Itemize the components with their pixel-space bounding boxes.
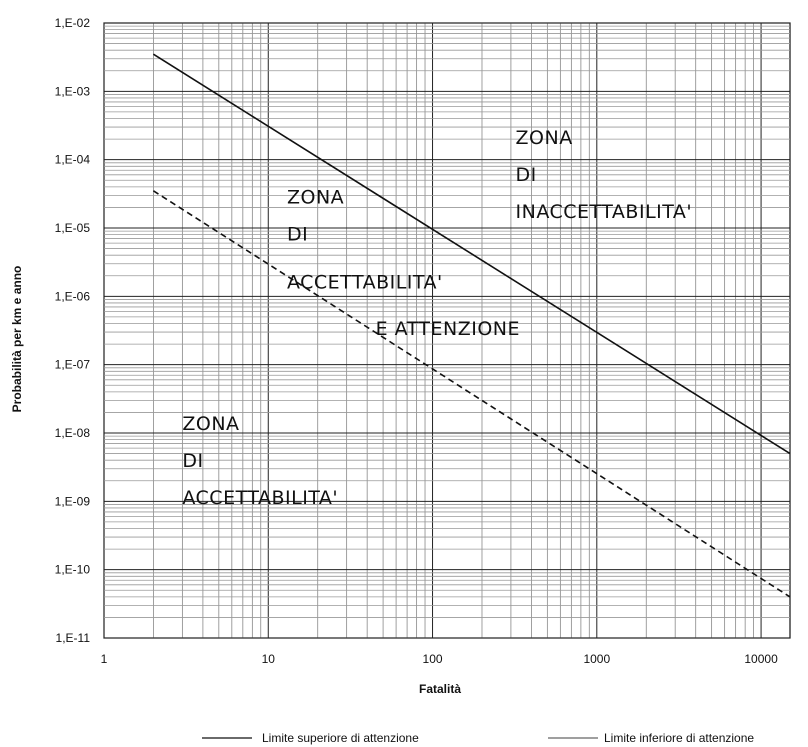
x-tick-label: 10 [262, 652, 276, 666]
series-lines [152, 53, 791, 598]
plot-frame [103, 22, 791, 639]
y-tick-label: 1,E-06 [55, 289, 91, 303]
y-tick-labels: 1,E-02 1,E-03 1,E-04 1,E-05 1,E-06 1,E-07 1,E-… [55, 16, 91, 645]
zone-label: ZONA [182, 413, 239, 435]
y-tick-label: 1,E-07 [55, 358, 91, 372]
zone-label: ACCETTABILITA' [287, 272, 443, 294]
zone-label: E ATTENZIONE [376, 318, 520, 340]
y-tick-label: 1,E-10 [55, 563, 91, 577]
y-tick-label: 1,E-11 [56, 631, 91, 645]
x-tick-label: 1 [101, 652, 108, 666]
zone-label: ZONA [287, 186, 344, 208]
grid [103, 22, 791, 639]
zone-label: DI [516, 164, 537, 186]
legend-label-lower: Limite inferiore di attenzione [604, 731, 754, 745]
x-tick-labels: 1 10 100 1000 10000 [101, 652, 778, 666]
legend-label-upper: Limite superiore di attenzione [262, 731, 419, 745]
y-tick-label: 1,E-03 [55, 84, 91, 98]
y-axis-label: Probabilità per km e anno [10, 266, 24, 413]
x-axis-label: Fatalità [419, 682, 461, 696]
zone-label: ACCETTABILITA' [182, 487, 338, 509]
y-tick-label: 1,E-05 [55, 221, 91, 235]
zone-annotations: ZONA DI INACCETTABILITA' ZONA DI ACCETTABILIT… [182, 127, 693, 509]
zone-label: INACCETTABILITA' [516, 201, 693, 223]
y-tick-label: 1,E-04 [55, 153, 91, 167]
x-tick-label: 1000 [583, 652, 610, 666]
zone-label: ZONA [516, 127, 573, 149]
y-tick-label: 1,E-08 [55, 426, 91, 440]
series-line-lower [152, 190, 791, 598]
y-tick-label: 1,E-02 [55, 16, 91, 30]
x-tick-label: 10000 [744, 652, 778, 666]
x-tick-label: 100 [423, 652, 443, 666]
zone-label: DI [287, 223, 308, 245]
legend: Limite superiore di attenzione Limite in… [202, 731, 754, 745]
series-line-upper [152, 53, 791, 455]
y-tick-label: 1,E-09 [55, 494, 91, 508]
zone-label: DI [182, 450, 203, 472]
